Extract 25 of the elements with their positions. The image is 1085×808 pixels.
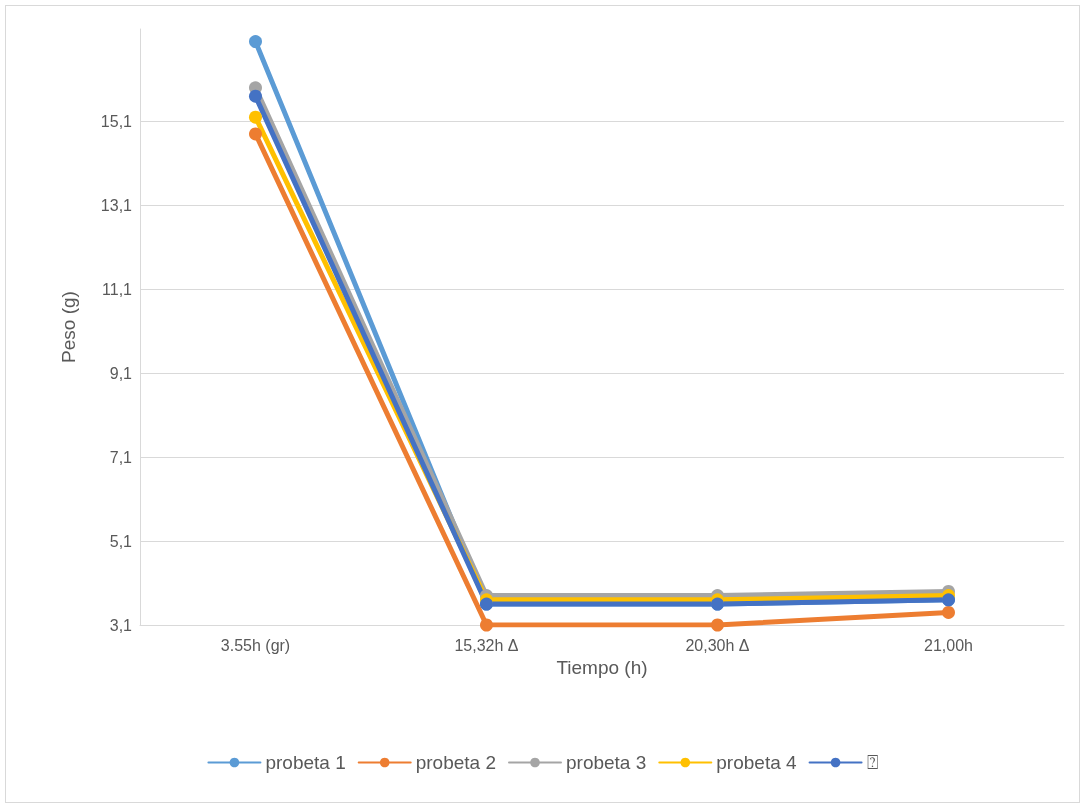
point xyxy=(480,618,493,632)
y-tick-label: 9,1 xyxy=(109,364,133,382)
point xyxy=(249,127,262,141)
x-tick-label: 3.55h (gr) xyxy=(220,636,291,654)
legend-label: probeta 1 xyxy=(265,752,346,773)
x-tick-label: 15,32h Δ xyxy=(454,636,519,654)
y-tick-label: 3,1 xyxy=(109,616,133,634)
legend-label: ⍰ xyxy=(866,752,878,773)
y-tick-label: 7,1 xyxy=(109,448,133,466)
x-tick-label: 21,00h xyxy=(924,636,973,654)
x-tick-label: 20,30h Δ xyxy=(685,636,750,654)
point xyxy=(249,35,262,49)
legend-label: probeta 3 xyxy=(566,752,647,773)
point xyxy=(249,110,262,124)
y-tick-label: 13,1 xyxy=(100,196,133,214)
y-tick-label: 11,1 xyxy=(102,280,133,298)
y-tick-label: 5,1 xyxy=(109,532,133,550)
legend-label: probeta 4 xyxy=(716,752,798,773)
y-tick-label: 15,1 xyxy=(100,112,133,130)
legend-label: probeta 2 xyxy=(415,752,497,773)
point xyxy=(942,605,955,619)
y-axis-title: Peso (g) xyxy=(58,291,79,363)
x-axis-title: Tiempo (h) xyxy=(556,656,648,678)
point xyxy=(249,89,262,103)
point xyxy=(711,618,724,632)
